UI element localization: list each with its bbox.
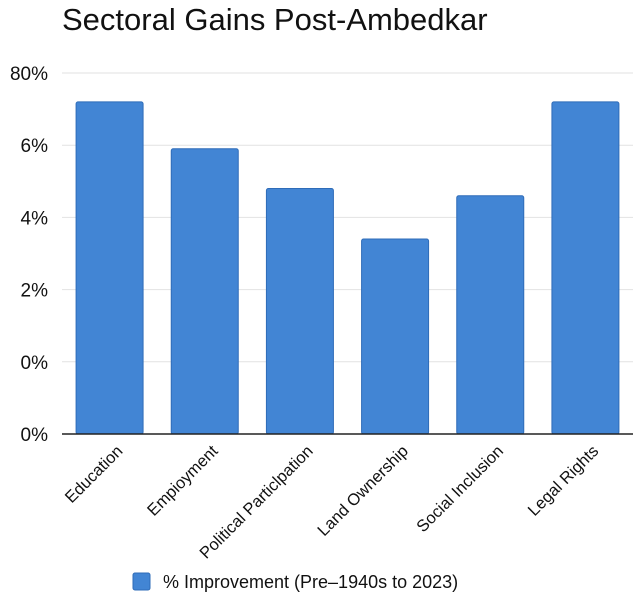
bar — [361, 238, 430, 435]
y-tick-label: 2% — [21, 281, 49, 302]
x-tick-label: Legal Rights — [525, 442, 603, 520]
x-tick-label: Empioyment — [144, 442, 222, 520]
bar — [456, 195, 525, 435]
x-tick-label: Land Ownership — [314, 442, 412, 540]
y-tick-label: 6% — [21, 136, 49, 157]
x-tick-label: Social Inclusion — [413, 442, 507, 536]
y-tick-label: 0% — [21, 425, 49, 446]
bar — [75, 101, 144, 435]
bar — [551, 101, 620, 435]
legend-swatch — [132, 572, 151, 591]
bar — [170, 148, 239, 435]
y-tick-label: 4% — [21, 208, 49, 229]
legend-label: % Improvement (Pre–1940s to 2023) — [163, 572, 458, 592]
x-tick-label: Education — [62, 442, 127, 507]
gridlines — [62, 72, 633, 363]
legend: % Improvement (Pre–1940s to 2023) — [132, 572, 458, 592]
bars — [75, 101, 620, 435]
y-tick-label: 0% — [21, 353, 49, 374]
chart-title: Sectoral Gains Post-Ambedkar — [62, 2, 488, 37]
bar — [265, 188, 334, 435]
y-tick-label: 80% — [10, 64, 48, 85]
y-axis-tick-labels: 0% 0% 2% 4% 6% 80% — [10, 64, 48, 446]
